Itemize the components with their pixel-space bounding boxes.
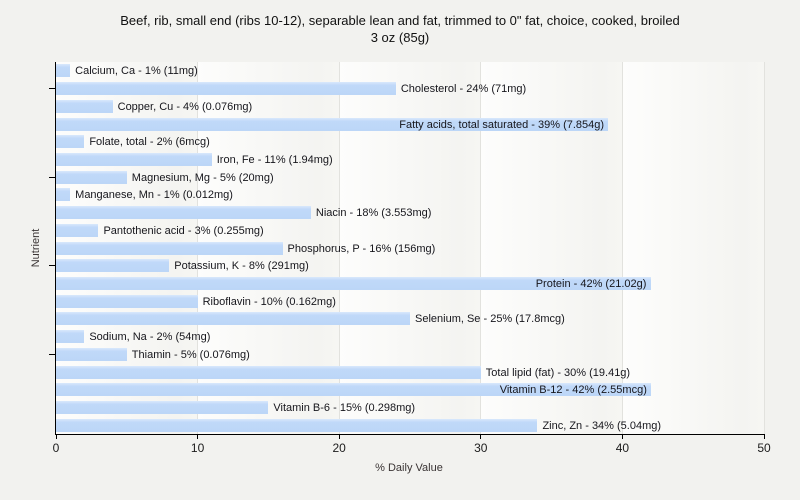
y-tick-mark-1 (49, 88, 56, 90)
x-tick-mark-40 (621, 434, 623, 439)
x-tick-mark-10 (197, 434, 199, 439)
y-axis-title: Nutrient (30, 228, 42, 268)
bar-manganese-mn (56, 188, 71, 202)
bar-label-vitamin-b-6: Vitamin B-6 - 15% (0.298mg) (273, 401, 416, 414)
bar-potassium-k (56, 259, 170, 273)
gridline-x-50 (763, 62, 765, 434)
bar-cholesterol (56, 82, 396, 96)
x-tick-label-50: 50 (757, 441, 771, 455)
bar-label-sodium-na: Sodium, Na - 2% (54mg) (89, 331, 211, 344)
bar-label-potassium-k: Potassium, K - 8% (291mg) (174, 260, 309, 273)
chart-title: Beef, rib, small end (ribs 10-12), separ… (0, 12, 800, 46)
bar-label-niacin: Niacin - 18% (3.553mg) (315, 207, 432, 220)
bar-zinc-zn (56, 418, 538, 432)
bar-folate-total (56, 135, 85, 149)
bar-copper-cu (56, 99, 113, 113)
y-tick-mark-6 (49, 176, 56, 178)
x-tick-label-20: 20 (332, 441, 346, 455)
bar-label-folate-total: Folate, total - 2% (6mcg) (89, 136, 210, 149)
bar-iron-fe (56, 152, 212, 166)
bar-riboflavin (56, 294, 198, 308)
x-axis-title: % Daily Value (375, 462, 443, 474)
bar-label-thiamin: Thiamin - 5% (0.076mg) (131, 348, 250, 361)
chart-title-line1: Beef, rib, small end (ribs 10-12), separ… (120, 13, 680, 28)
bar-label-cholesterol: Cholesterol - 24% (71mg) (400, 83, 527, 96)
bar-protein (56, 276, 651, 290)
bar-label-selenium-se: Selenium, Se - 25% (17.8mcg) (415, 313, 565, 326)
x-tick-mark-20 (338, 434, 340, 439)
bar-vitamin-b-12 (56, 383, 651, 397)
bar-label-riboflavin: Riboflavin - 10% (0.162mg) (202, 295, 336, 308)
bar-label-protein: Protein - 42% (21.02g) (535, 277, 647, 290)
bar-label-iron-fe: Iron, Fe - 11% (1.94mg) (216, 153, 333, 166)
bar-label-pantothenic-acid: Pantothenic acid - 3% (0.255mg) (103, 224, 264, 237)
bar-niacin (56, 206, 311, 220)
gridline-x-20 (338, 62, 340, 434)
bar-vitamin-b-6 (56, 400, 269, 414)
gridline-x-30 (480, 62, 482, 434)
bar-pantothenic-acid (56, 223, 99, 237)
y-tick-mark-16 (49, 353, 56, 355)
x-tick-label-40: 40 (615, 441, 630, 455)
x-tick-label-0: 0 (52, 441, 60, 455)
bar-label-total-lipid-fat: Total lipid (fat) - 30% (19.41g) (485, 366, 631, 379)
bar-label-vitamin-b-12: Vitamin B-12 - 42% (2.55mcg) (499, 384, 647, 397)
bar-total-lipid-fat (56, 365, 481, 379)
bar-label-copper-cu: Copper, Cu - 4% (0.076mg) (117, 100, 253, 113)
bar-thiamin (56, 347, 127, 361)
bar-label-magnesium-mg: Magnesium, Mg - 5% (20mg) (131, 171, 274, 184)
x-tick-mark-30 (480, 434, 482, 439)
bar-selenium-se (56, 312, 410, 326)
bar-magnesium-mg (56, 170, 127, 184)
bar-calcium-ca (56, 64, 71, 78)
x-tick-mark-50 (763, 434, 765, 439)
y-tick-mark-11 (49, 265, 56, 267)
bar-label-fatty-acids-total-saturated: Fatty acids, total saturated - 39% (7.85… (399, 118, 605, 131)
bar-phosphorus-p (56, 241, 283, 255)
x-tick-label-10: 10 (190, 441, 205, 455)
bar-fatty-acids-total-saturated (56, 117, 609, 131)
bar-sodium-na (56, 330, 85, 344)
x-tick-mark-0 (55, 434, 57, 439)
bar-label-calcium-ca: Calcium, Ca - 1% (11mg) (75, 65, 198, 78)
plot-area: 0 10 20 30 40 50 Calcium, Ca - 1% (11mg) Choles… (49, 62, 771, 455)
bar-label-manganese-mn: Manganese, Mn - 1% (0.012mg) (75, 189, 233, 202)
bar-label-phosphorus-p: Phosphorus, P - 16% (156mg) (287, 242, 436, 255)
x-tick-label-30: 30 (474, 441, 488, 455)
bar-label-zinc-zn: Zinc, Zn - 34% (5.04mg) (542, 419, 662, 432)
chart-title-line2: 3 oz (85g) (370, 30, 430, 45)
gridline-x-40 (621, 62, 623, 434)
